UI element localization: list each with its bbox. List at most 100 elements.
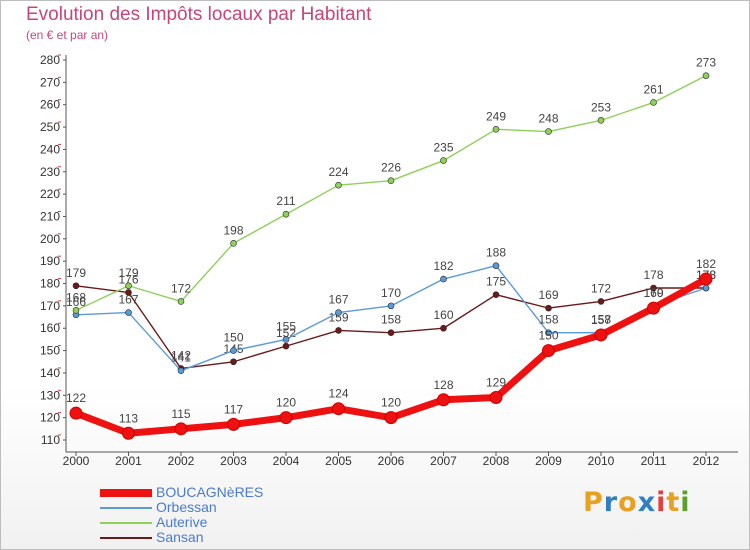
data-point	[650, 284, 657, 292]
data-label: 167	[118, 293, 138, 307]
series-line-auterive	[75, 74, 707, 312]
legend-item: BOUCAGNèRES	[100, 484, 360, 501]
data-point	[702, 72, 710, 79]
data-point	[440, 157, 447, 164]
legend-item: Orbessan	[100, 499, 360, 516]
y-tick-label: 110	[41, 433, 60, 447]
data-label: 115	[171, 407, 190, 421]
data-label: 142	[171, 348, 191, 362]
data-point	[282, 210, 290, 218]
data-point	[230, 358, 237, 366]
data-label: 122	[66, 391, 86, 405]
data-label: 129	[486, 376, 506, 390]
legend: BOUCAGNèRES Orbessan Auterive Sansan	[100, 484, 360, 546]
data-point	[387, 177, 395, 185]
data-label: 226	[381, 161, 401, 175]
data-label: 158	[381, 313, 401, 327]
data-point	[282, 336, 290, 343]
data-label: 157	[591, 313, 611, 327]
data-label: 158	[538, 313, 558, 327]
data-label: 179	[118, 266, 138, 280]
data-label: 120	[381, 396, 401, 410]
y-tick-label: 240	[40, 142, 60, 156]
y-tick-label: 130	[40, 388, 60, 402]
data-point	[387, 329, 395, 337]
x-tick-label: 2002	[168, 454, 195, 468]
data-label: 117	[224, 402, 243, 416]
y-tick-label: 160	[40, 321, 60, 335]
logo-letter: o	[618, 487, 638, 518]
data-point	[545, 128, 552, 135]
data-label: 248	[538, 112, 558, 126]
data-point	[230, 239, 237, 247]
legend-swatch	[100, 537, 152, 539]
data-label: 160	[433, 308, 453, 322]
x-tick-label: 2009	[535, 454, 562, 468]
data-label: 182	[696, 257, 716, 271]
data-point	[125, 282, 132, 290]
y-tick-label: 180	[40, 277, 60, 291]
data-label: 178	[643, 268, 663, 282]
data-label: 158	[591, 313, 611, 327]
y-tick-label: 250	[40, 120, 60, 134]
y-tick-label: 220	[40, 187, 60, 201]
data-label: 120	[276, 396, 296, 410]
data-label: 188	[486, 246, 506, 260]
data-label: 175	[486, 275, 506, 289]
x-tick-label: 2008	[483, 454, 510, 468]
data-label: 224	[328, 165, 348, 179]
data-point	[332, 402, 345, 416]
data-label: 128	[433, 378, 453, 392]
data-point	[125, 289, 132, 296]
data-label: 167	[328, 293, 348, 307]
x-tick-label: 2006	[378, 454, 405, 468]
data-label: 172	[171, 281, 191, 295]
y-tick-label: 270	[40, 75, 60, 89]
chart-title: Evolution des Impôts locaux par Habitant	[26, 4, 372, 25]
data-label: 168	[66, 290, 86, 304]
data-label: 261	[643, 82, 663, 96]
y-tick-label: 260	[40, 98, 60, 112]
y-tick-label: 200	[40, 232, 60, 246]
legend-label: Sansan	[156, 529, 204, 545]
logo-letter: P	[583, 487, 604, 518]
x-tick-label: 2007	[430, 454, 457, 468]
data-label: 150	[223, 331, 243, 345]
data-point	[279, 411, 293, 425]
data-label: 150	[538, 329, 558, 343]
data-point	[440, 275, 447, 283]
data-label: 273	[696, 56, 716, 70]
data-point	[282, 342, 290, 350]
data-label: 141	[171, 351, 191, 365]
data-point	[177, 367, 185, 375]
y-tick-label: 230	[40, 165, 60, 179]
data-point	[545, 304, 552, 312]
data-point	[69, 406, 83, 420]
data-point	[699, 272, 713, 286]
data-label: 198	[223, 223, 243, 237]
data-label: 172	[591, 281, 611, 295]
data-point	[122, 426, 135, 440]
data-label: 253	[591, 100, 611, 114]
logo-letter: i	[680, 487, 691, 518]
data-point	[594, 328, 608, 342]
logo-letter: i	[656, 487, 667, 518]
y-tick-label: 210	[40, 209, 60, 223]
data-label: 159	[328, 310, 348, 324]
data-label: 235	[433, 141, 453, 155]
data-point	[492, 125, 500, 133]
data-point	[440, 324, 447, 332]
legend-swatch	[100, 507, 152, 509]
y-tick-label: 140	[40, 366, 60, 380]
data-point	[492, 262, 500, 269]
data-point	[542, 344, 555, 358]
data-point	[597, 117, 605, 124]
data-point	[647, 301, 660, 315]
logo-letter: r	[603, 487, 619, 518]
data-point	[72, 282, 80, 290]
data-point	[72, 307, 80, 314]
y-tick-label: 170	[40, 299, 60, 313]
data-point	[230, 347, 237, 354]
